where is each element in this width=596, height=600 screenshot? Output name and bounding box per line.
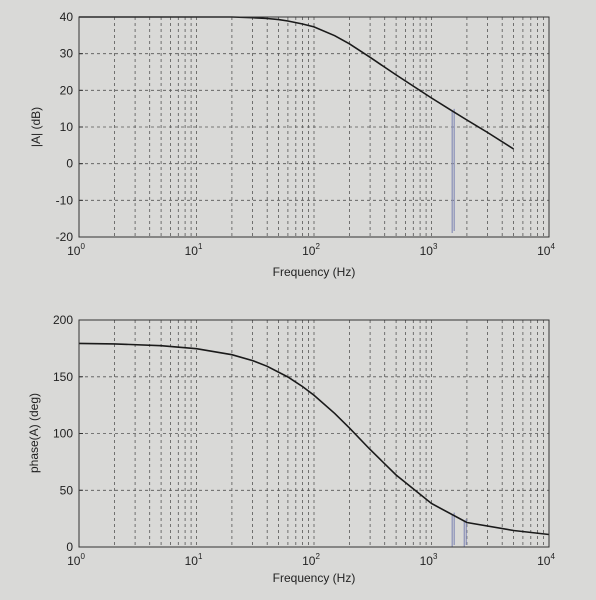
magnitude-xtick-label: 101	[185, 242, 203, 258]
phase-y-ticks: 200 150 100 50 0	[53, 313, 83, 554]
magnitude-ytick-label: 30	[60, 47, 74, 61]
magnitude-xtick-exponent: 3	[433, 242, 438, 251]
phase-xtick-base: 10	[420, 554, 434, 568]
phase-markers	[451, 512, 467, 547]
phase-xtick-base: 10	[302, 554, 316, 568]
magnitude-ytick-label: 10	[60, 120, 74, 134]
phase-ytick-label: 50	[60, 483, 74, 497]
magnitude-xtick-base: 10	[537, 244, 551, 258]
phase-xtick-base: 10	[185, 554, 199, 568]
phase-xtick-label: 102	[302, 552, 320, 568]
magnitude-x-axis-label: Frequency (Hz)	[273, 265, 356, 279]
magnitude-ytick-label: -20	[56, 230, 74, 244]
phase-ytick-label: 150	[53, 370, 73, 384]
magnitude-curve	[79, 16, 515, 150]
phase-xtick-label: 100	[67, 552, 85, 568]
phase-xtick-label: 104	[537, 552, 555, 568]
phase-xtick-exponent: 1	[198, 552, 203, 561]
magnitude-ytick-label: -10	[56, 193, 74, 207]
magnitude-xtick-exponent: 1	[198, 242, 203, 251]
phase-xtick-label: 101	[185, 552, 203, 568]
magnitude-xtick-exponent: 4	[550, 242, 555, 251]
magnitude-xtick-exponent: 0	[80, 242, 85, 251]
phase-ytick-label: 0	[66, 540, 73, 554]
phase-y-axis-label: phase(A) (deg)	[27, 393, 41, 473]
phase-xtick-base: 10	[537, 554, 551, 568]
phase-x-ticks: 100 101 102 103 104	[67, 552, 555, 568]
magnitude-xtick-base: 10	[420, 244, 434, 258]
phase-x-axis-label: Frequency (Hz)	[273, 571, 356, 585]
magnitude-x-ticks: 100 101 102 103 104	[67, 242, 555, 258]
phase-xtick-exponent: 2	[315, 552, 320, 561]
magnitude-xtick-label: 104	[537, 242, 555, 258]
phase-xtick-base: 10	[67, 554, 81, 568]
magnitude-ytick-label: 0	[66, 157, 73, 171]
magnitude-gridlines	[79, 17, 549, 237]
phase-xtick-exponent: 0	[80, 552, 85, 561]
magnitude-xtick-exponent: 2	[315, 242, 320, 251]
magnitude-xtick-base: 10	[185, 244, 199, 258]
phase-ytick-label: 200	[53, 313, 73, 327]
magnitude-y-ticks: 40 30 20 10 0 -10 -20	[56, 10, 83, 244]
phase-xtick-exponent: 4	[550, 552, 555, 561]
magnitude-ytick-label: 20	[60, 83, 74, 97]
phase-gridlines	[79, 320, 549, 547]
phase-xtick-label: 103	[420, 552, 438, 568]
magnitude-xtick-label: 103	[420, 242, 438, 258]
phase-xtick-exponent: 3	[433, 552, 438, 561]
magnitude-xtick-label: 100	[67, 242, 85, 258]
phase-ytick-label: 100	[53, 427, 73, 441]
magnitude-xtick-base: 10	[302, 244, 316, 258]
magnitude-y-axis-label: |A| (dB)	[29, 107, 43, 147]
phase-curve	[78, 342, 550, 536]
magnitude-markers	[451, 108, 455, 233]
magnitude-xtick-base: 10	[67, 244, 81, 258]
magnitude-ytick-label: 40	[60, 10, 74, 24]
magnitude-xtick-label: 102	[302, 242, 320, 258]
